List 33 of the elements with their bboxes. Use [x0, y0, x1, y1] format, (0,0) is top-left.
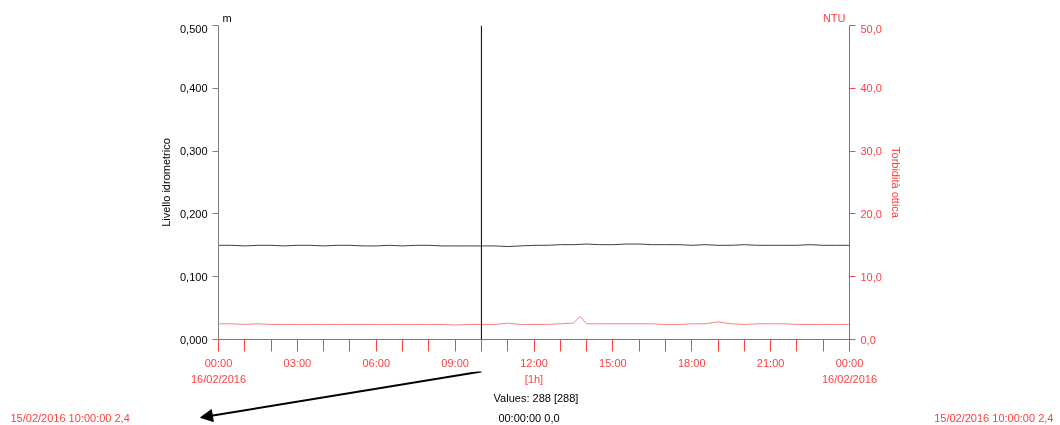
x-tick-label: 09:00	[441, 356, 469, 369]
x-tick-label: 21:00	[756, 356, 785, 369]
y2-tick-label: 30,0	[860, 145, 882, 158]
text: m	[222, 11, 232, 24]
y2-tick-label: 40,0	[860, 82, 882, 95]
y-tick-label: 0,000	[179, 333, 208, 346]
y-tick-label: 0,400	[179, 82, 208, 95]
x-tick-label: 12:00	[520, 356, 548, 369]
text: 15/02/2016 10:00:00 2,4	[934, 411, 1054, 424]
y-tick-label: 0,100	[179, 270, 208, 283]
y-tick-label: 0,500	[179, 22, 208, 35]
y-tick-label: 0,200	[179, 207, 208, 220]
x-tick-label: 00:00	[835, 356, 864, 369]
text: 16/02/2016	[821, 372, 878, 385]
text: Values: 288 [288]	[493, 391, 579, 404]
y2-tick-label: 50,0	[860, 22, 882, 35]
y-tick-label: 0,300	[179, 145, 208, 158]
y-axis-title: Livello idrometrico	[159, 138, 172, 227]
y2-tick-label: 10,0	[860, 270, 882, 283]
y2-axis-title: Torbidità ottica	[889, 147, 902, 219]
x-tick-label: 06:00	[362, 356, 391, 369]
text: 00:00:00 0,0	[498, 411, 560, 424]
text: 16/02/2016	[190, 372, 247, 385]
text: [1h]	[524, 372, 544, 385]
x-tick-label: 18:00	[677, 356, 706, 369]
y2-tick-label: 0,0	[860, 333, 876, 346]
line-series	[218, 315, 850, 326]
y2-tick-label: 20,0	[860, 207, 882, 220]
x-tick-label: 03:00	[283, 356, 312, 369]
text: 15/02/2016 10:00:00 2,4	[10, 411, 130, 424]
text: NTU	[822, 11, 846, 24]
x-tick-label: 00:00	[204, 356, 233, 369]
x-tick-label: 15:00	[599, 356, 627, 369]
